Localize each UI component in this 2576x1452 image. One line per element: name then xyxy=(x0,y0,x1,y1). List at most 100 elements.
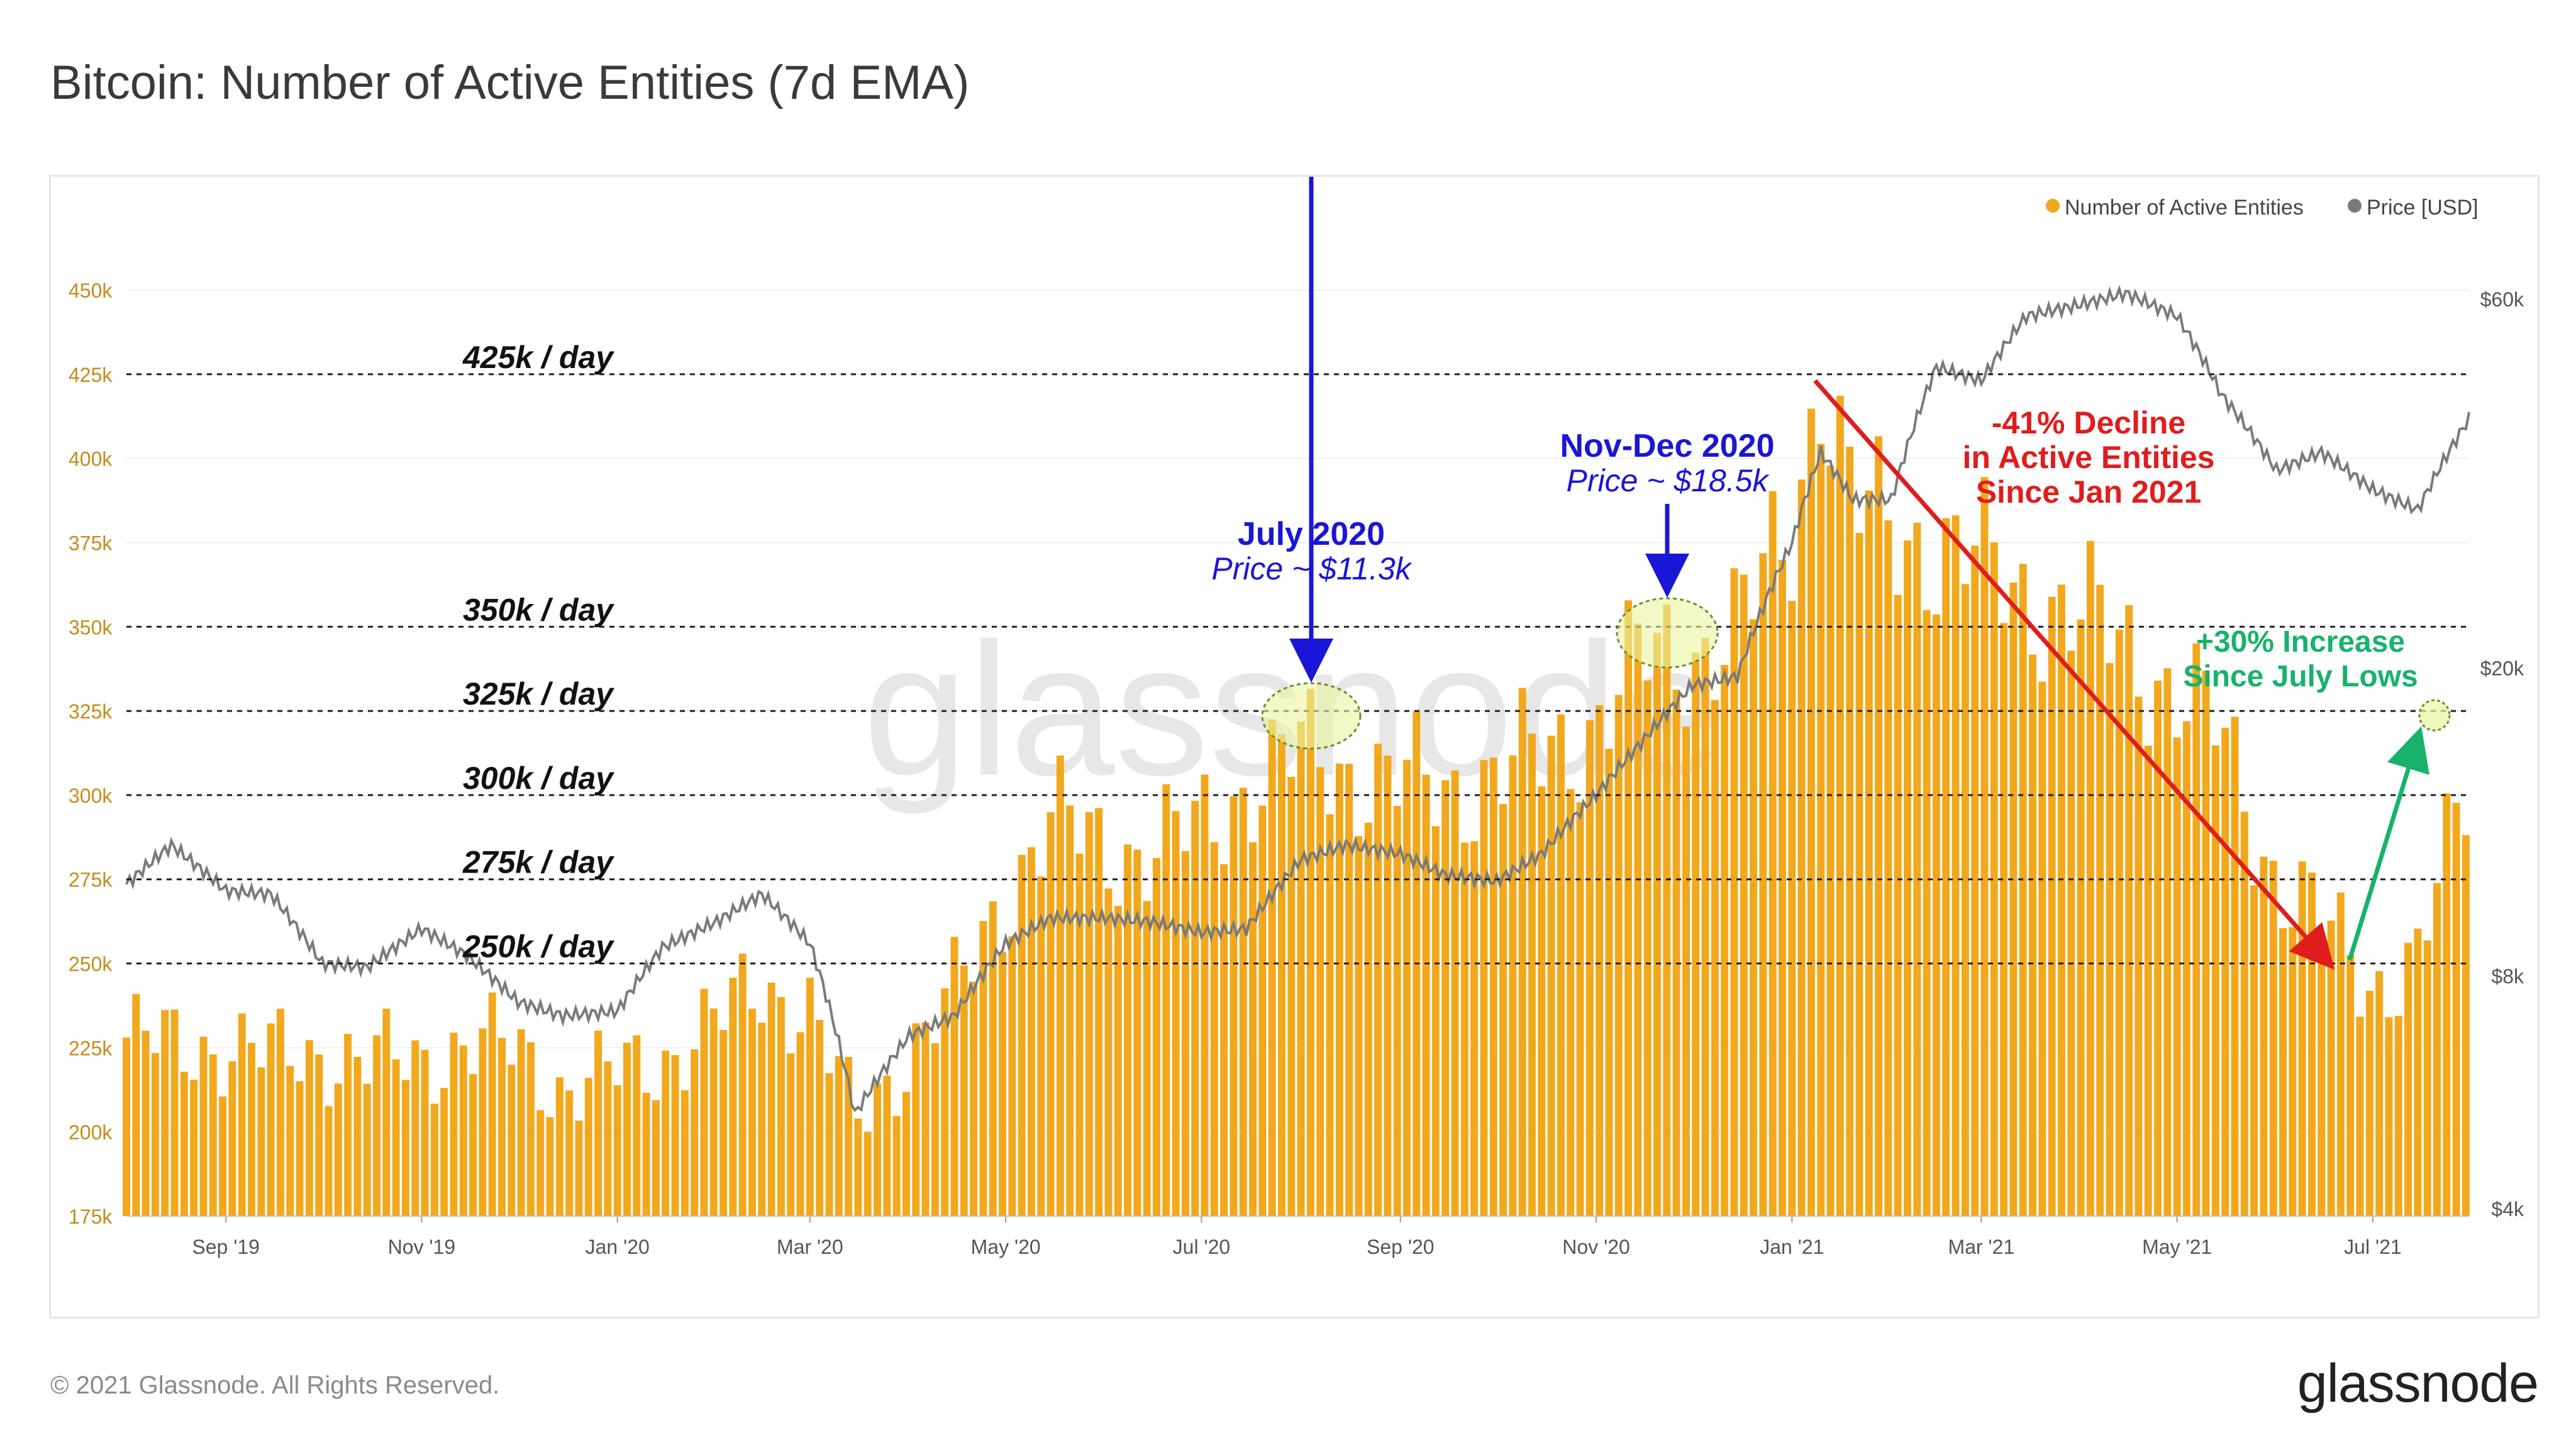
entity-bar xyxy=(671,1055,679,1216)
entity-bar xyxy=(662,1050,670,1216)
y-left-tick-label: 375k xyxy=(69,532,113,554)
entity-bar xyxy=(1961,584,1969,1216)
entity-bar xyxy=(2115,629,2123,1216)
entity-bar xyxy=(1345,764,1353,1216)
entity-bar xyxy=(825,1073,833,1216)
entity-bar xyxy=(787,1053,795,1216)
entity-bar xyxy=(806,978,814,1216)
entity-bar xyxy=(1643,680,1652,1216)
entity-bar xyxy=(950,937,958,1216)
entity-bar xyxy=(921,1022,930,1216)
entity-bar xyxy=(123,1037,130,1216)
annotation-layer: July 2020 Price ~ $11.3k Nov-Dec 2020 Pr… xyxy=(1211,177,2451,970)
entity-bar xyxy=(161,1010,169,1216)
entity-bar xyxy=(536,1110,545,1216)
entity-bar xyxy=(594,1030,602,1216)
entity-bar xyxy=(170,1009,179,1216)
entity-bar xyxy=(2279,928,2287,1216)
entity-bar xyxy=(1701,638,1709,1216)
entity-bar xyxy=(584,1078,592,1216)
entity-bar xyxy=(1249,842,1257,1216)
entity-bar xyxy=(450,1032,458,1216)
y-right-tick-label: $60k xyxy=(2480,288,2524,311)
entity-bar xyxy=(1653,632,1661,1216)
entity-bar xyxy=(2163,668,2172,1216)
entity-bar xyxy=(1384,756,1392,1216)
entity-bar xyxy=(334,1083,342,1216)
entity-bar xyxy=(1326,814,1334,1216)
entity-bar xyxy=(363,1083,371,1216)
entity-bar xyxy=(970,981,978,1216)
y-left-tick-label: 275k xyxy=(69,869,113,891)
entity-bar xyxy=(565,1090,574,1216)
entity-bar xyxy=(2289,927,2297,1216)
entity-bar xyxy=(1230,796,1238,1216)
entity-bar xyxy=(517,1029,525,1216)
entity-bar xyxy=(1191,800,1199,1216)
entity-bar xyxy=(2298,861,2306,1216)
entity-bar xyxy=(257,1067,265,1216)
entity-bar xyxy=(691,1049,699,1216)
entity-bar xyxy=(1335,763,1343,1216)
entity-bar xyxy=(430,1103,438,1216)
reference-line-label: 425k / day xyxy=(462,340,614,375)
entity-bar xyxy=(1095,808,1103,1216)
entity-bar xyxy=(1692,652,1700,1216)
entity-bar xyxy=(1951,515,1960,1216)
entity-bar xyxy=(228,1061,236,1216)
entity-bar xyxy=(1018,854,1026,1216)
entity-bar xyxy=(421,1049,429,1216)
entity-bar xyxy=(1624,600,1633,1216)
entity-bar xyxy=(1210,842,1218,1216)
entity-bar xyxy=(979,920,987,1216)
entity-bar xyxy=(1768,491,1777,1216)
entity-bar xyxy=(863,1132,872,1216)
entity-bar xyxy=(1085,812,1093,1216)
entity-bar xyxy=(709,1008,718,1216)
entity-bar xyxy=(526,1042,535,1216)
entity-bar xyxy=(941,988,949,1216)
x-tick-label: Jan '20 xyxy=(586,1236,650,1258)
entity-bar xyxy=(845,1057,853,1216)
increase-line-2: Since July Lows xyxy=(2183,660,2418,693)
entity-bar xyxy=(1393,806,1401,1216)
entity-bar xyxy=(1932,614,1940,1216)
entity-bar xyxy=(1037,876,1045,1216)
entity-bar xyxy=(1894,595,1902,1216)
entity-bar xyxy=(1509,755,1517,1216)
entity-bar xyxy=(1364,822,1372,1216)
x-tick-label: Jan '21 xyxy=(1760,1236,1824,1258)
entity-bar xyxy=(892,1116,901,1216)
entity-bar xyxy=(2221,727,2229,1216)
entity-bar xyxy=(411,1040,419,1216)
entity-bar xyxy=(604,1061,612,1216)
entity-bar xyxy=(1855,533,1863,1217)
entity-bar xyxy=(1460,842,1468,1216)
increase-arrow xyxy=(2347,726,2430,961)
y-left-tick-label: 225k xyxy=(69,1037,113,1059)
entity-bar xyxy=(2144,746,2152,1216)
entity-bar xyxy=(1114,906,1122,1216)
entity-bar xyxy=(2423,940,2431,1216)
entity-bar xyxy=(151,1053,159,1216)
entity-bar xyxy=(479,1028,487,1216)
entity-bar xyxy=(373,1035,380,1216)
decline-line-2: in Active Entities xyxy=(1962,440,2214,475)
entity-bar xyxy=(248,1042,255,1216)
x-tick-label: Mar '20 xyxy=(777,1236,843,1258)
entity-bar xyxy=(2135,696,2143,1216)
y-left-tick-label: 325k xyxy=(69,700,113,723)
entity-bar xyxy=(546,1117,554,1216)
entity-bar xyxy=(2057,584,2065,1216)
entity-bar xyxy=(555,1077,564,1216)
entity-bar xyxy=(2318,933,2326,1216)
entity-bar xyxy=(2452,803,2460,1216)
entity-bar xyxy=(1480,760,1488,1216)
entity-bar xyxy=(1614,695,1623,1216)
chart-legend: Number of Active Entities Price [USD] xyxy=(2046,196,2479,220)
entity-bar xyxy=(1797,479,1806,1216)
entity-bar xyxy=(2000,623,2008,1216)
entity-bar xyxy=(2211,745,2219,1216)
entity-bar xyxy=(1682,727,1690,1216)
entity-bar xyxy=(738,953,747,1216)
